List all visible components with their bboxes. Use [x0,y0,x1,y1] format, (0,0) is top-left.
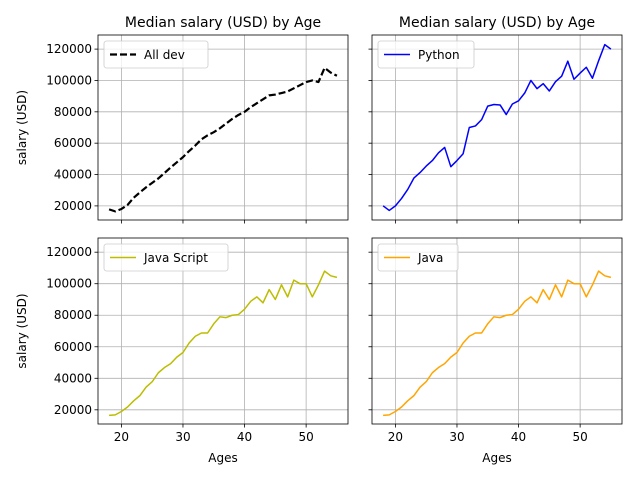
axes-frame [97,34,349,221]
chart-title: Median salary (USD) by Age [125,15,321,31]
axes-frame [371,34,623,221]
x-tick-label: 50 [572,430,587,444]
axes-frame [97,237,349,425]
y-tick-label: 100000 [46,277,92,291]
subplot-3: 20 30 40 50 20000 40000 60000 80000 100000 120000… [15,237,349,465]
y-tick-label: 120000 [46,245,92,259]
y-tick-label: 80000 [54,308,92,322]
x-tick-label: 40 [237,430,252,444]
x-tick-label: 20 [388,430,403,444]
x-tick-label: 40 [511,430,526,444]
legend-box [377,243,459,272]
series-line-1 [383,270,612,417]
x-tick-label: 30 [449,430,464,444]
y-tick-label: 120000 [46,42,92,56]
subplot-2: Median salary (USD) by Age Python [368,15,623,224]
legend-box [377,40,475,69]
y-tick-label: 60000 [54,340,92,354]
chart-title: Median salary (USD) by Age [399,15,595,31]
series-line-1 [108,66,338,213]
legend-label: All dev [144,48,185,62]
x-tick-label: 20 [114,430,129,444]
y-tick-label: 60000 [54,136,92,150]
series-line-1 [382,43,612,212]
legend-box [103,40,209,69]
y-tick-label: 100000 [46,73,92,87]
y-axis-label: salary (USD) [15,293,29,368]
legend-label: Java [417,251,443,265]
series-line-1 [109,270,338,417]
legend-label: Python [418,48,460,62]
y-tick-label: 20000 [54,199,92,213]
y-axis-label: salary (USD) [15,90,29,165]
y-tick-label: 20000 [54,403,92,417]
x-axis-label: Ages [482,451,511,465]
subplot-4: 20 30 40 50 Ages Java [368,237,623,465]
legend-box [103,243,229,272]
x-axis-label: Ages [208,451,237,465]
legend-label: Java Script [143,251,208,265]
x-tick-label: 50 [298,430,313,444]
axes-frame [371,237,623,425]
y-tick-label: 80000 [54,105,92,119]
subplot-1: 20000 40000 60000 80000 100000 120000 Median s… [15,15,349,224]
y-tick-label: 40000 [54,371,92,385]
x-tick-label: 30 [175,430,190,444]
y-tick-label: 40000 [54,168,92,182]
